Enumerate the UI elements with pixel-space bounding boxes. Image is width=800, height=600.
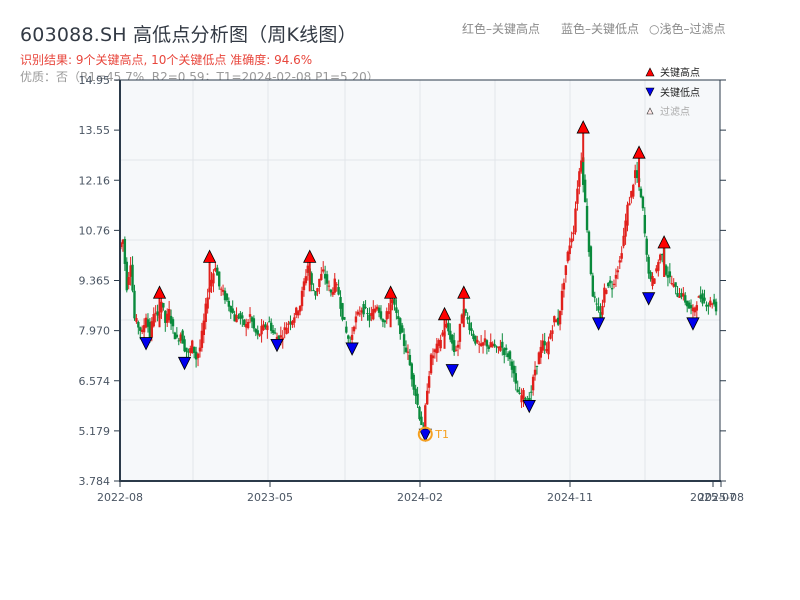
key-low-marker [418,428,432,443]
key-high-marker [657,235,671,249]
key-low-marker [270,338,284,353]
t1-ring [417,426,433,442]
svg-text:10.76: 10.76 [79,224,111,237]
result-summary: 识别结果: 9个关键高点, 10个关键低点 准确度: 94.6% [20,53,313,67]
svg-text:2025-08: 2025-08 [698,491,744,504]
chart-title: 603088.SH 高低点分析图（周K线图） [20,24,357,46]
svg-text:7.970: 7.970 [79,325,111,338]
svg-text:12.16: 12.16 [79,174,111,187]
key-high-marker [152,285,167,299]
key-low-marker [177,356,192,371]
key-high-marker [576,120,590,134]
svg-text:3.784: 3.784 [79,475,111,488]
key-low-marker [591,317,606,331]
x-axis-ticks: 2022-08 2023-05 2024-02 2024-11 2025-072025-… [97,481,744,504]
legend-filtered-icon [646,107,654,115]
svg-text:2023-05: 2023-05 [247,491,293,504]
grid-lines [120,80,720,481]
key-low-marker [686,317,700,331]
legend-high-icon [645,67,655,77]
legend-low-icon [645,87,655,97]
key-high-marker [383,285,398,299]
key-high-marker [457,285,471,299]
key-low-marker [522,400,536,414]
legend-filtered-label: 过滤点 [660,105,690,118]
svg-text:13.55: 13.55 [79,124,111,137]
key-high-marker [437,306,452,321]
svg-text:2025-07: 2025-07 [690,491,736,504]
y-axis-ticks: 14.95 13.55 12.16 10.76 9.365 7.970 6.574 5.179… [79,74,726,488]
key-high-marker [632,145,646,159]
svg-text:6.574: 6.574 [79,375,111,388]
key-high-marker [303,249,317,263]
t1-label: T1 [434,428,449,441]
candles [119,152,718,431]
top-legend-red: 红色–关键高点 [462,22,541,36]
svg-text:2024-11: 2024-11 [547,491,593,504]
key-low-marker [345,342,359,356]
key-low-marker [139,337,153,351]
key-low-marker [642,292,656,306]
key-high-marker [202,249,217,263]
svg-text:2022-08: 2022-08 [97,491,143,504]
legend-high-label: 关键高点 [660,66,700,79]
svg-text:2024-02: 2024-02 [397,491,443,504]
key-point-markers: T1 [139,120,700,443]
marker-legend: 关键高点 关键低点 过滤点 [645,66,700,118]
top-legend-light: ○浅色–过滤点 [649,22,726,36]
key-low-marker [445,364,459,378]
svg-text:14.95: 14.95 [79,74,111,87]
legend-low-label: 关键低点 [660,86,700,99]
svg-text:5.179: 5.179 [79,425,111,438]
top-legend-blue: 蓝色–关键低点 [561,22,640,36]
svg-text:9.365: 9.365 [79,275,111,288]
